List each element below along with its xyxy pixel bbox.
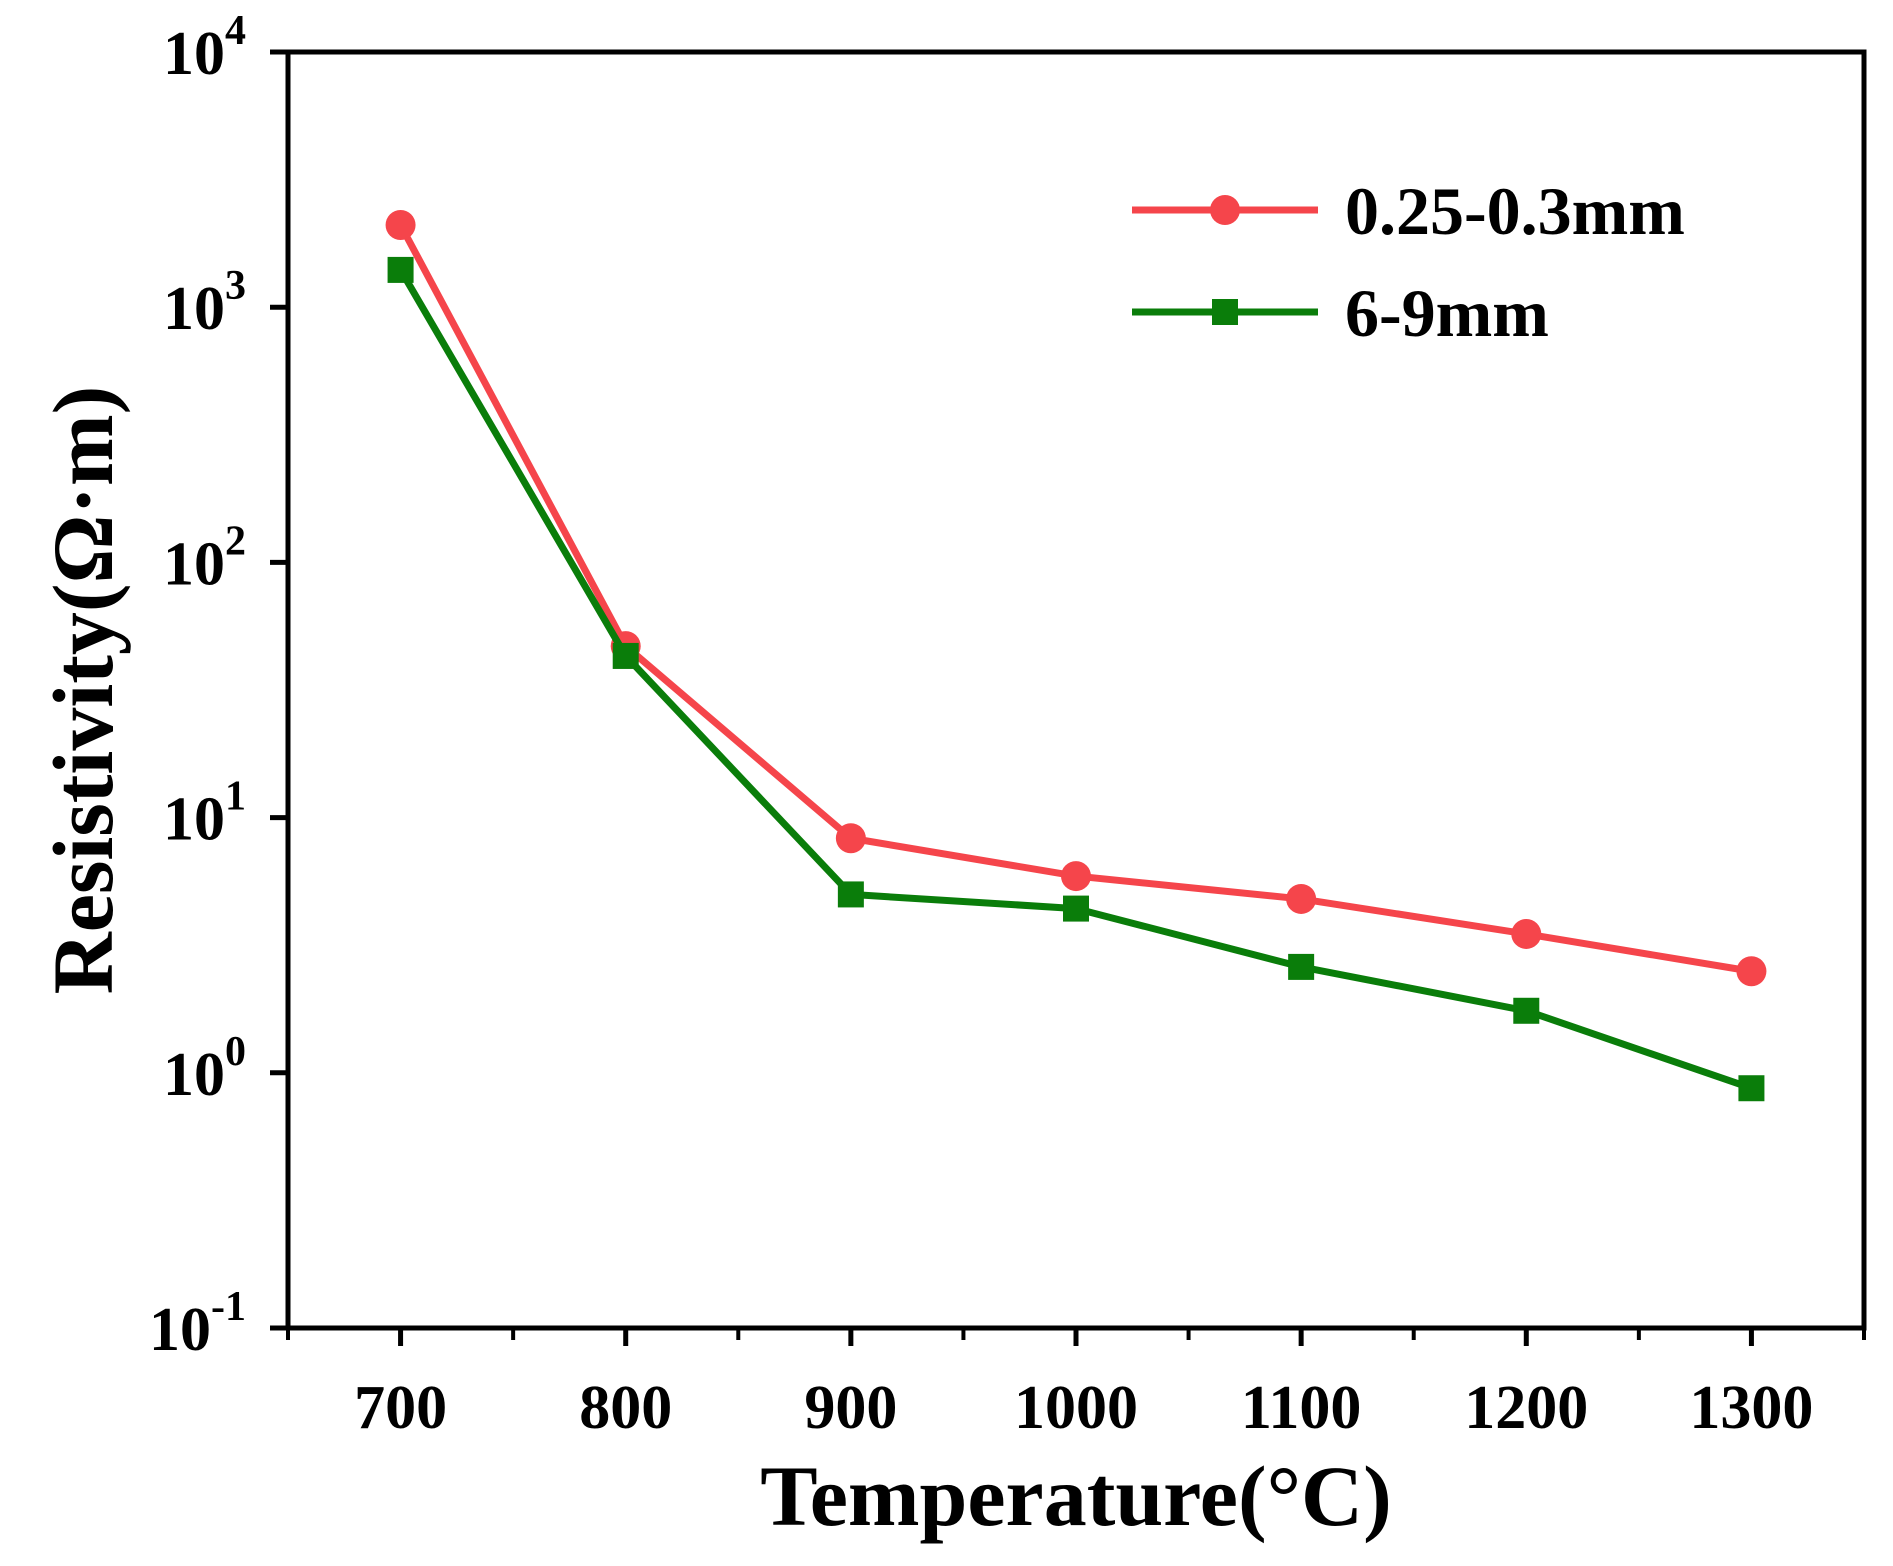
- y-tick-exponent: 3: [225, 263, 246, 309]
- y-tick-exponent: 4: [225, 8, 246, 54]
- legend-marker: [1210, 195, 1240, 225]
- y-tick-exponent: -1: [211, 1284, 246, 1330]
- data-point: [1063, 895, 1089, 922]
- y-tick-label: 101: [163, 774, 246, 854]
- data-point: [1738, 1075, 1765, 1102]
- legend-label: 0.25-0.3mm: [1345, 173, 1685, 249]
- y-tick-base: 10: [163, 786, 225, 854]
- y-tick-base: 10: [163, 275, 225, 343]
- data-point: [1736, 956, 1767, 987]
- legend-item: 6-9mm: [1132, 275, 1549, 351]
- legend: 0.25-0.3mm 6-9mm: [1132, 173, 1685, 351]
- legend-marker: [1212, 299, 1238, 325]
- x-axis-ticks: 700 800 900 1000 1100 1200 1300: [286, 1328, 1866, 1442]
- x-tick-label: 1000: [1014, 1374, 1138, 1442]
- data-point: [1511, 918, 1542, 949]
- y-tick-exponent: 0: [225, 1029, 246, 1075]
- y-tick-label: 10-1: [149, 1284, 246, 1364]
- x-axis-title: Temperature(°C): [760, 1448, 1391, 1544]
- x-tick-label: 900: [804, 1374, 897, 1442]
- y-tick-base: 10: [163, 20, 225, 88]
- y-tick-base: 10: [149, 1296, 211, 1364]
- data-point: [1061, 861, 1091, 892]
- y-tick-label: 100: [163, 1029, 246, 1109]
- data-point: [1288, 953, 1315, 980]
- data-point: [837, 881, 864, 908]
- y-tick-exponent: 2: [225, 518, 246, 564]
- series-layer: [385, 209, 1767, 1102]
- y-tick-label: 102: [163, 518, 246, 598]
- y-axis-title: Resistivity(Ω·m): [35, 386, 131, 995]
- x-tick-label: 1100: [1241, 1374, 1362, 1442]
- x-tick-label: 700: [354, 1374, 447, 1442]
- x-tick-label: 800: [579, 1374, 672, 1442]
- legend-item: 0.25-0.3mm: [1132, 173, 1685, 249]
- y-tick-base: 10: [163, 530, 225, 598]
- data-point: [385, 209, 416, 240]
- y-tick-exponent: 1: [225, 774, 246, 820]
- data-point: [387, 256, 414, 283]
- y-tick-base: 10: [163, 1041, 225, 1109]
- series-6-9mm: [387, 256, 1765, 1102]
- x-tick-label: 1300: [1689, 1374, 1813, 1442]
- y-tick-label: 103: [163, 263, 246, 343]
- data-point: [1286, 883, 1317, 914]
- x-tick-label: 1200: [1464, 1374, 1588, 1442]
- y-tick-label: 104: [163, 8, 246, 88]
- data-point: [612, 642, 639, 669]
- data-point: [835, 823, 866, 854]
- data-point: [1513, 997, 1540, 1024]
- legend-label: 6-9mm: [1345, 275, 1549, 351]
